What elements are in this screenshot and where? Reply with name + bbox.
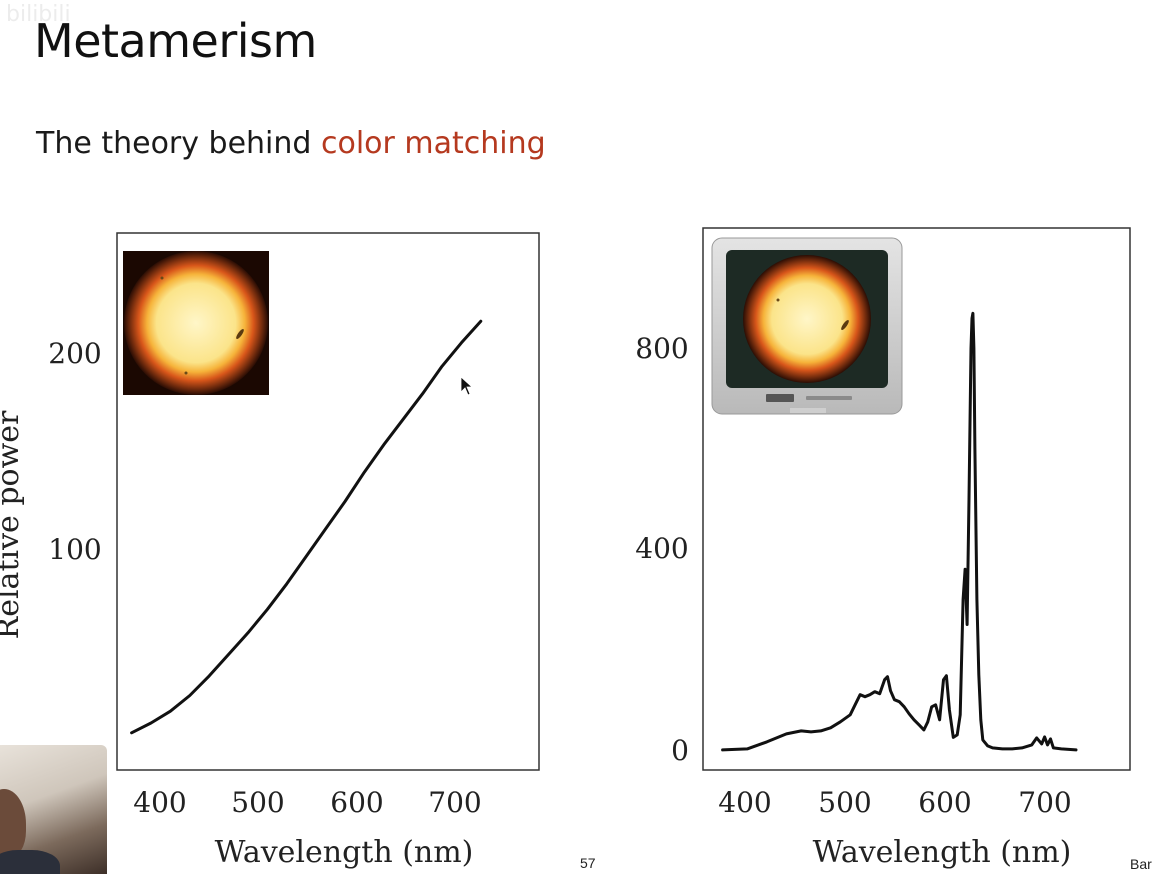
left-ytick-200: 200 — [48, 337, 101, 370]
mouse-cursor-icon — [460, 376, 474, 396]
right-ytick-800: 800 — [635, 332, 688, 365]
webcam-overlay — [0, 745, 107, 874]
subtitle: The theory behind color matching — [36, 126, 546, 161]
subtitle-prefix: The theory behind — [36, 126, 321, 161]
right-xtick-400: 400 — [718, 786, 771, 819]
left-xtick-600: 600 — [330, 786, 383, 819]
right-ytick-0: 0 — [671, 734, 689, 767]
sun-image — [123, 251, 269, 395]
right-xtick-700: 700 — [1018, 786, 1071, 819]
left-xtick-700: 700 — [428, 786, 481, 819]
left-ylabel: Relative power — [0, 410, 26, 639]
left-ytick-100: 100 — [48, 533, 101, 566]
right-xtick-500: 500 — [818, 786, 871, 819]
left-chart: 200 100 400 500 600 700 Wavelength (nm) … — [0, 232, 540, 870]
left-xtick-400: 400 — [133, 786, 186, 819]
presenter-shirt — [0, 850, 60, 874]
right-xtick-600: 600 — [918, 786, 971, 819]
page-title: Metamerism — [34, 14, 317, 68]
presenter-head — [0, 789, 26, 859]
left-xlabel: Wavelength (nm) — [215, 835, 474, 870]
left-series-line — [130, 319, 483, 735]
right-chart: 800 400 0 400 500 600 700 Wavelength (nm… — [635, 227, 1131, 870]
tv-sun-image — [711, 237, 903, 415]
footer-corner-text: Bar — [1130, 856, 1152, 872]
right-xlabel: Wavelength (nm) — [813, 835, 1072, 870]
subtitle-highlight: color matching — [321, 126, 546, 161]
right-ytick-400: 400 — [635, 532, 688, 565]
watermark: bilibili — [6, 2, 71, 27]
right-series-line — [721, 311, 1078, 752]
left-xtick-500: 500 — [231, 786, 284, 819]
page-number: 57 — [580, 855, 596, 871]
